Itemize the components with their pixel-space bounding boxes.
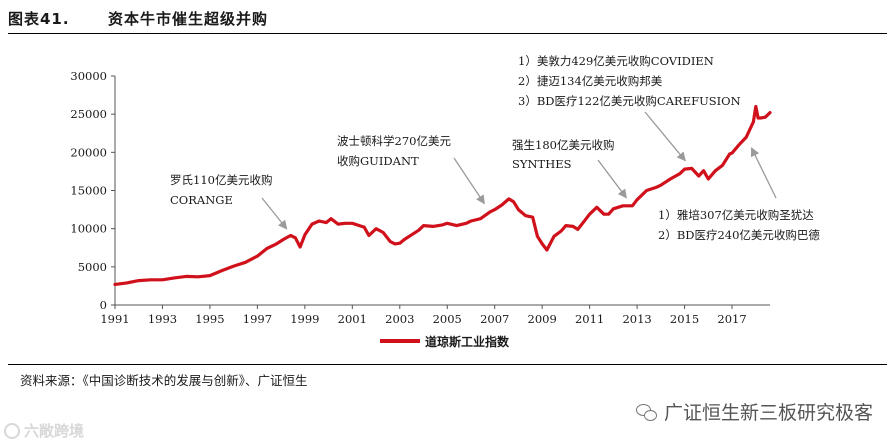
top-rule: [8, 33, 887, 34]
logo-icon: [4, 422, 20, 439]
annotation-text: 2）捷迈134亿美元收购邦美: [518, 74, 663, 88]
figure-title: 资本牛市催生超级并购: [108, 10, 269, 28]
x-tick-label: 2005: [433, 312, 462, 326]
x-tick-label: 2013: [622, 312, 651, 326]
y-tick-label: 30000: [70, 69, 107, 83]
annotation-text: 2）BD医疗240亿美元收购巴德: [658, 228, 820, 242]
line-chart: 0 5000 10000 15000 20000 25000 30000 1991 1993 19…: [70, 54, 820, 349]
x-tick-label: 1997: [243, 312, 272, 326]
y-tick-label: 20000: [70, 145, 107, 159]
annotation-arrow: [644, 111, 686, 162]
x-tick-label: 2017: [717, 312, 746, 326]
y-tick-label: 5000: [78, 260, 107, 274]
x-tick-label: 1993: [148, 312, 177, 326]
x-tick-label: 2015: [670, 312, 699, 326]
x-tick-label: 2007: [480, 312, 509, 326]
annotation-text: 波士顿科学270亿美元: [337, 134, 451, 148]
y-tick-label: 0: [100, 298, 107, 312]
annotation-text: 收购GUIDANT: [337, 154, 419, 168]
annotation-arrow: [261, 197, 288, 230]
corner-logo: 六敞跨境: [4, 420, 84, 441]
wechat-watermark: 广证恒生新三板研究极客: [635, 398, 873, 425]
annotation-text: 1）美敦力429亿美元收购COVIDIEN: [518, 54, 714, 68]
annotation-arrow: [453, 157, 485, 205]
annotation-text: 强生180亿美元收购: [512, 138, 614, 152]
annotation-text: SYNTHES: [512, 157, 572, 171]
x-tick-label: 1999: [290, 312, 319, 326]
y-tick-label: 10000: [70, 222, 107, 236]
x-tick-label: 2011: [575, 312, 604, 326]
annotation-arrow: [597, 159, 627, 199]
x-tick-label: 1995: [195, 312, 224, 326]
series-line-dow-jones: [113, 104, 772, 286]
annotation-text: 3）BD医疗122亿美元收购CAREFUSION: [518, 94, 741, 108]
annotation-text: 罗氏110亿美元收购: [170, 173, 272, 187]
logo-text: 六敞跨境: [24, 422, 85, 440]
y-tick-label: 15000: [70, 184, 107, 198]
x-tick-label: 2001: [338, 312, 367, 326]
chart-axes: 0 5000 10000 15000 20000 25000 30000 1991 1993 19…: [70, 69, 770, 326]
annotation-text: CORANGE: [170, 193, 233, 207]
legend-label: 道琼斯工业指数: [425, 334, 510, 349]
x-tick-label: 2009: [528, 312, 557, 326]
y-tick-label: 25000: [70, 107, 107, 121]
source-note: 资料来源：《中国诊断技术的发展与创新》、广证恒生: [20, 373, 308, 388]
wechat-icon: [635, 403, 658, 421]
x-tick-label: 1991: [100, 312, 129, 326]
annotation-arrow: [750, 147, 777, 199]
annotation-text: 1）雅培307亿美元收购圣犹达: [658, 208, 814, 222]
figure-number: 图表41.: [8, 10, 70, 28]
bottom-rule: [8, 364, 887, 365]
watermark-text: 广证恒生新三板研究极客: [663, 402, 873, 424]
series-layer: [113, 104, 772, 286]
x-tick-label: 2003: [385, 312, 414, 326]
chart-legend: 道琼斯工业指数: [380, 334, 510, 349]
figure-title-row: 图表41. 资本牛市催生超级并购: [8, 8, 268, 29]
